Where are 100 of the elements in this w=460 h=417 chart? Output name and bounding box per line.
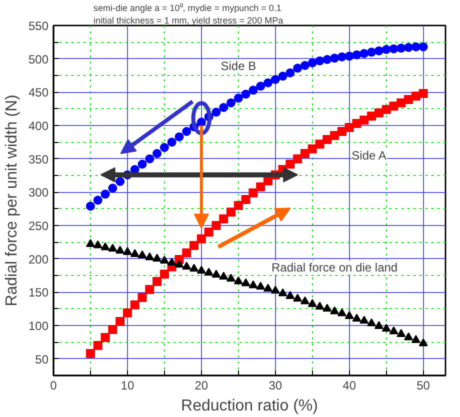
point [93, 196, 102, 205]
point [344, 311, 354, 319]
point [234, 276, 243, 284]
point [212, 108, 221, 117]
x-tick-label: 50 [416, 378, 430, 392]
point [293, 64, 302, 73]
point [182, 248, 192, 258]
point [411, 42, 420, 52]
point [174, 260, 184, 268]
point [86, 202, 95, 211]
point [167, 138, 176, 147]
y-tick-label: 50 [35, 352, 49, 366]
point [382, 324, 391, 332]
point [315, 56, 324, 66]
point [138, 293, 147, 302]
point [396, 329, 406, 337]
point [382, 45, 391, 54]
x-tick-label: 40 [342, 378, 356, 392]
point [404, 332, 414, 340]
point [248, 86, 258, 95]
point [241, 195, 250, 204]
point [293, 294, 302, 302]
point [145, 154, 154, 164]
point [263, 78, 272, 88]
point [330, 131, 340, 140]
point [86, 239, 95, 247]
point [374, 321, 384, 329]
point [152, 149, 162, 158]
point [93, 240, 102, 248]
point [300, 61, 310, 70]
point [286, 291, 295, 299]
point [330, 306, 340, 314]
point [389, 102, 398, 111]
point [396, 44, 406, 53]
y-tick-label: 350 [28, 152, 49, 166]
point [389, 44, 398, 54]
point [100, 242, 110, 250]
point [226, 208, 236, 217]
point [248, 280, 258, 288]
point [204, 268, 214, 276]
series-label: Side B [220, 59, 256, 74]
point [234, 94, 243, 103]
point [352, 314, 362, 322]
y-axis-title: Radial force per unit width (N) [3, 94, 20, 306]
point [315, 140, 324, 149]
point [196, 234, 206, 244]
point [100, 190, 110, 199]
point [293, 154, 302, 164]
point [418, 338, 428, 346]
point [360, 116, 369, 125]
point [152, 254, 162, 262]
point [352, 50, 362, 60]
point [278, 288, 288, 296]
point [160, 143, 169, 152]
y-tick-label: 550 [28, 19, 49, 33]
point [322, 304, 332, 312]
point [138, 250, 147, 258]
point [360, 316, 369, 324]
point [219, 103, 228, 112]
point [226, 98, 236, 108]
point [374, 108, 384, 118]
point [108, 184, 118, 193]
point [182, 127, 192, 136]
point [286, 160, 295, 169]
point [367, 48, 376, 57]
point [308, 58, 317, 68]
x-axis-title: Reduction ratio (%) [181, 398, 318, 414]
point [418, 42, 428, 52]
point [212, 270, 221, 278]
point [263, 284, 272, 292]
point [300, 149, 310, 158]
point [241, 278, 250, 286]
point [389, 326, 398, 334]
point [248, 188, 258, 198]
point [108, 244, 118, 252]
point [418, 89, 428, 98]
point [270, 75, 280, 84]
point [130, 300, 140, 310]
point [219, 214, 228, 224]
series-label: Side A [352, 148, 386, 162]
point [256, 82, 266, 91]
x-tick-label: 20 [194, 378, 208, 392]
point [138, 160, 147, 169]
point [360, 49, 369, 58]
point [300, 296, 310, 304]
point [122, 247, 132, 255]
point [122, 308, 132, 318]
chart-title: semi-die angle a = 10⁰, mydie = mypunch = 0.1 [94, 3, 282, 13]
point [204, 228, 214, 237]
point [145, 252, 154, 260]
point [196, 266, 206, 274]
point [344, 52, 354, 61]
x-tick-label: 10 [120, 378, 134, 392]
point [286, 68, 295, 78]
point [152, 277, 162, 286]
point [330, 54, 340, 63]
point [182, 262, 192, 270]
point [322, 135, 332, 144]
point [367, 318, 376, 326]
point [145, 285, 154, 294]
